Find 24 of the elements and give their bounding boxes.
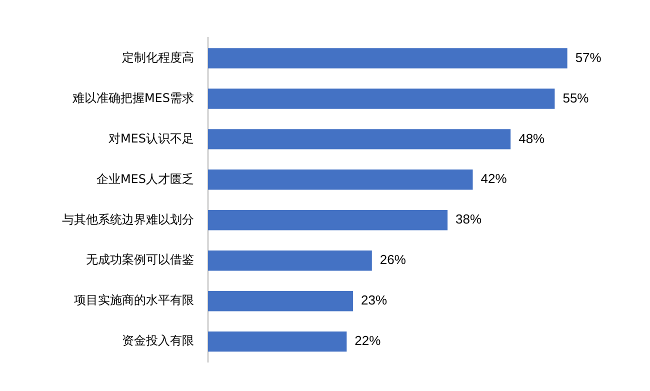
y-tick-label: 与其他系统边界难以划分	[62, 212, 194, 226]
bar	[208, 170, 473, 190]
bar	[208, 250, 372, 271]
bar	[208, 331, 347, 352]
bar	[208, 48, 568, 68]
y-tick-label: 企业MES人才匮乏	[96, 172, 194, 186]
bar	[208, 290, 353, 312]
y-tick-label: 项目实施商的水平有限	[74, 293, 194, 308]
data-label: 23%	[360, 292, 388, 308]
y-tick-label: 无成功案例可以借鉴	[86, 252, 194, 267]
data-label: 38%	[456, 212, 482, 227]
data-label: 48%	[518, 130, 546, 146]
data-label: 26%	[380, 252, 406, 268]
bar	[208, 210, 448, 230]
data-label: 57%	[575, 50, 602, 65]
y-tick-label: 定制化程度高	[122, 50, 194, 64]
data-label: 42%	[480, 171, 508, 186]
data-label: 55%	[562, 90, 590, 106]
bar	[208, 88, 555, 109]
y-tick-label: 难以准确把握MES需求	[71, 90, 194, 105]
y-tick-label: 资金投入有限	[122, 334, 194, 348]
y-tick-label: 对MES认识不足	[108, 131, 194, 146]
bar	[208, 129, 511, 150]
data-label: 22%	[354, 333, 382, 348]
